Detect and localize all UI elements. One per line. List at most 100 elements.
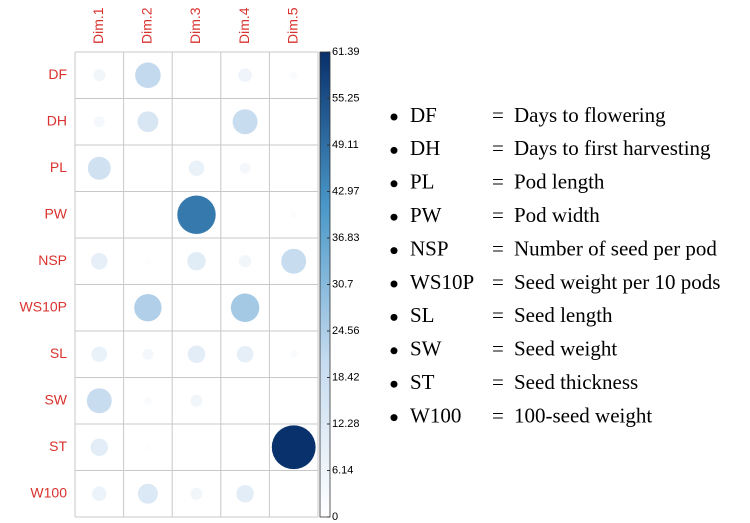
colorbar-tick-label: 30.7 [332, 278, 353, 290]
legend-desc: Days to first harvesting [514, 136, 711, 160]
row-label: PL [50, 159, 67, 175]
bubble [235, 484, 255, 503]
colorbar-tick-label: 12.28 [332, 418, 360, 430]
bubble [189, 487, 204, 501]
bubble [280, 248, 307, 275]
legend-separator: = [492, 103, 504, 127]
colorbar-tick-label: 18.42 [332, 371, 360, 383]
legend-bullet [390, 414, 398, 422]
legend-bullet [390, 280, 398, 288]
legend-abbr: WS10P [410, 270, 474, 294]
legend-desc: Seed weight [514, 337, 617, 361]
bubble [291, 119, 296, 124]
legend-bullet [390, 213, 398, 221]
colorbar-tick-label: 61.39 [332, 46, 360, 58]
bubble [186, 251, 207, 271]
row-label: W100 [30, 484, 67, 500]
colorbar-tick-label: 36.83 [332, 232, 360, 244]
bubble [144, 444, 151, 451]
bubble [141, 348, 154, 361]
bubble [271, 424, 317, 470]
legend-desc: Seed weight per 10 pods [514, 270, 720, 294]
column-label: Dim.3 [187, 7, 203, 44]
row-label: NSP [38, 252, 67, 268]
bubble [194, 305, 199, 311]
row-label: PW [44, 205, 67, 221]
legend-separator: = [492, 337, 504, 361]
bubble [91, 485, 108, 502]
colorbar-tick-label: 6.14 [332, 464, 353, 476]
bubble [237, 68, 253, 83]
column-label: Dim.1 [90, 7, 106, 44]
bubble [137, 483, 159, 505]
legend-bullet [390, 313, 398, 321]
legend-bullet [390, 180, 398, 188]
bubble [194, 119, 199, 125]
bubble [91, 345, 108, 363]
legend-abbr: PL [410, 170, 435, 194]
legend-desc: Days to flowering [514, 103, 666, 127]
bubble [143, 396, 153, 406]
bubble [93, 115, 106, 128]
bubble [187, 345, 206, 364]
legend-separator: = [492, 136, 504, 160]
bubble [236, 345, 254, 364]
bubble [144, 258, 151, 265]
colorbar-tick-label: 0 [332, 511, 338, 523]
bubble [238, 254, 252, 268]
legend-desc: Number of seed per pod [514, 236, 717, 260]
row-label: ST [49, 438, 67, 454]
legend-desc: Pod width [514, 203, 600, 227]
legend-abbr: PW [410, 203, 442, 227]
legend-bullet [390, 146, 398, 154]
legend-separator: = [492, 170, 504, 194]
legend-separator: = [492, 236, 504, 260]
bubble [188, 159, 205, 177]
bubble [90, 252, 109, 271]
legend-desc: 100-seed weight [514, 403, 652, 427]
legend-bullet [390, 347, 398, 355]
bubble [239, 162, 252, 175]
legend-bullet [390, 247, 398, 255]
bubble [230, 293, 260, 323]
legend-separator: = [492, 303, 504, 327]
legend-abbr: DF [410, 103, 437, 127]
row-label: SW [44, 391, 67, 407]
row-label: DF [48, 66, 67, 82]
legend-abbr: ST [410, 370, 435, 394]
bubble [289, 211, 298, 219]
legend-separator: = [492, 370, 504, 394]
bubble [92, 68, 106, 82]
legend-abbr: NSP [410, 236, 449, 260]
bubble [133, 293, 163, 322]
legend-bullet [390, 380, 398, 388]
colorbar-tick-label: 55.25 [332, 92, 360, 104]
bubble [289, 70, 298, 80]
legend-abbr: SL [410, 303, 435, 327]
colorbar-tick-label: 42.97 [332, 185, 360, 197]
row-label: DH [47, 112, 67, 128]
bubble [87, 156, 112, 181]
legend-desc: Pod length [514, 170, 605, 194]
legend-separator: = [492, 403, 504, 427]
bubble [137, 110, 159, 133]
bubble [232, 108, 259, 135]
column-label: Dim.5 [284, 7, 300, 44]
legend-abbr: SW [410, 337, 442, 361]
bubble [86, 387, 113, 414]
bubble [243, 212, 247, 217]
colorbar-tick-label: 24.56 [332, 325, 360, 337]
legend-desc: Seed thickness [514, 370, 638, 394]
bubble [289, 349, 298, 359]
bubble [176, 195, 217, 235]
bubble [291, 398, 296, 404]
legend-desc: Seed length [514, 303, 613, 327]
legend-bullet [390, 113, 398, 121]
bubble [134, 61, 162, 89]
legend-separator: = [492, 270, 504, 294]
colorbar-tick-label: 49.11 [332, 139, 359, 151]
column-label: Dim.2 [139, 7, 155, 44]
bubble [189, 394, 204, 408]
